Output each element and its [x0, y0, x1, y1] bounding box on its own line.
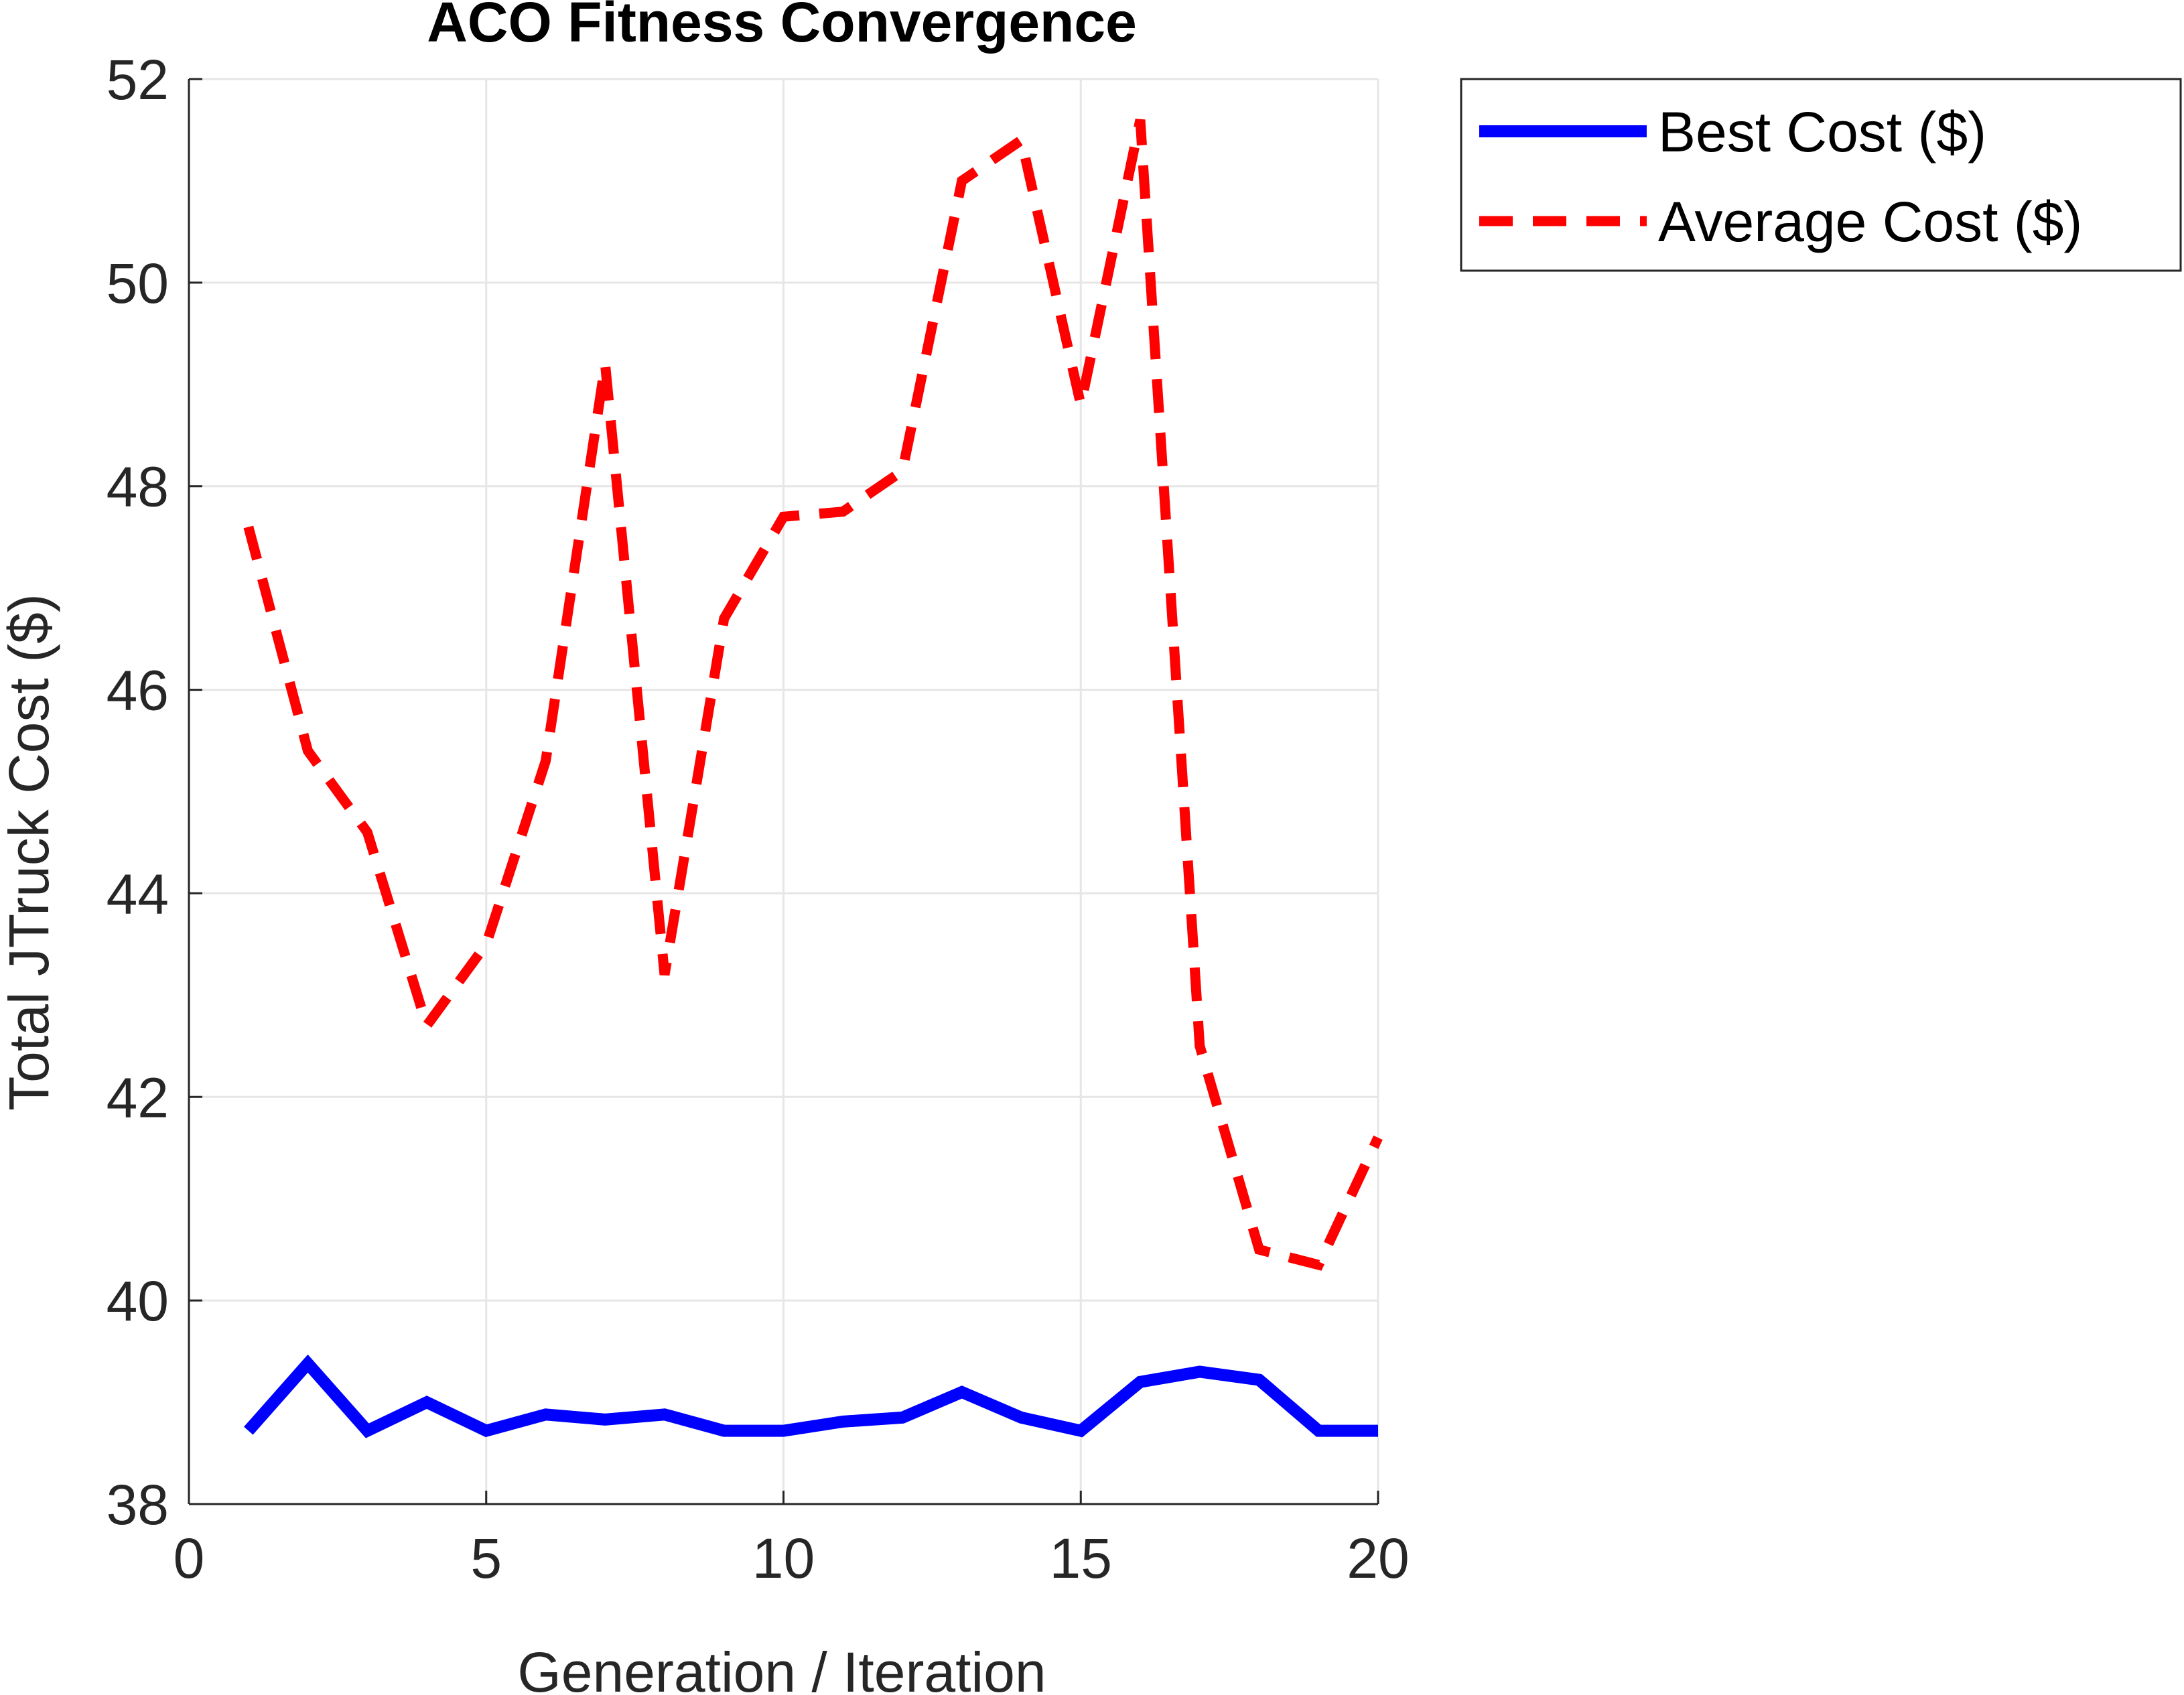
y-tick-label: 38 [107, 1473, 169, 1536]
x-tick-label: 5 [470, 1527, 502, 1590]
x-tick-label: 15 [1050, 1527, 1112, 1590]
y-tick-label: 50 [107, 252, 169, 315]
y-axis-label: Total JTruck Cost ($) [0, 594, 60, 1111]
y-tick-label: 46 [107, 659, 169, 722]
grid-lines [188, 78, 1379, 1505]
series-line-best-cost [244, 1354, 1378, 1438]
y-tick-label: 42 [107, 1066, 169, 1129]
series-layer [243, 119, 1383, 1438]
y-tick-label: 52 [107, 48, 169, 111]
tick-labels: 0 5 10 15 20 38 40 42 44 46 48 50 52 [107, 48, 1410, 1590]
legend-label-best-cost: Best Cost ($) [1658, 100, 1986, 163]
x-tick-label: 0 [174, 1527, 205, 1590]
x-tick-label: 10 [752, 1527, 815, 1590]
x-tick-label: 20 [1347, 1527, 1409, 1590]
y-tick-label: 40 [107, 1270, 169, 1333]
legend-box [1460, 78, 2182, 272]
legend-label-average-cost: Average Cost ($) [1658, 190, 2082, 253]
legend: Best Cost ($) Average Cost ($) [1460, 78, 2182, 272]
y-tick-label: 48 [107, 456, 169, 519]
x-axis-label: Generation / Iteration [517, 1641, 1046, 1695]
y-tick-label: 44 [107, 862, 169, 925]
axes [188, 78, 1379, 1505]
chart-title: ACO Fitness Convergence [427, 0, 1137, 54]
series-line-average-cost [243, 119, 1383, 1271]
